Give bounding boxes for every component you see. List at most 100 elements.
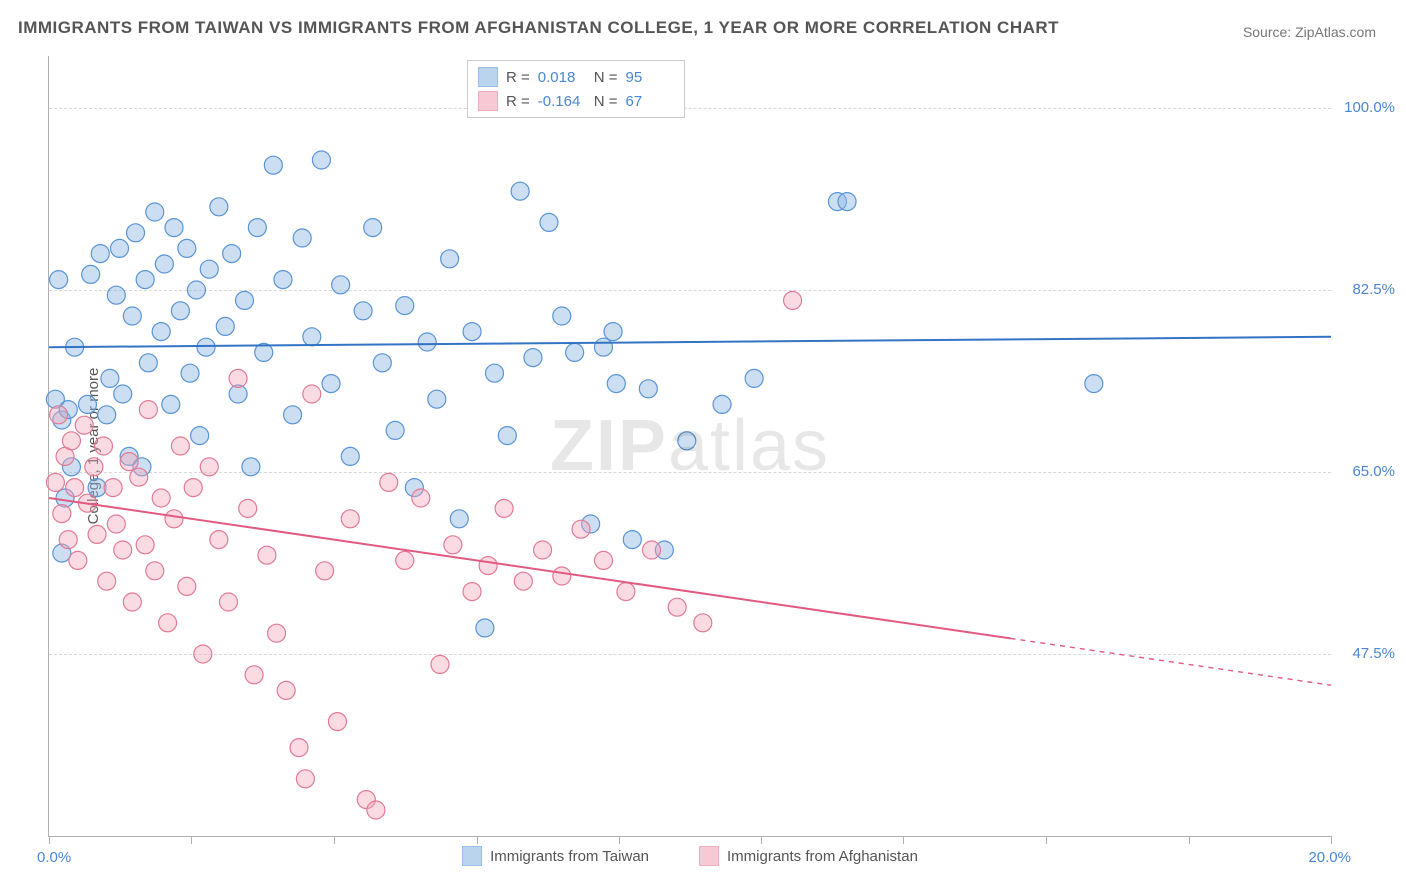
point-taiwan <box>485 364 503 382</box>
scatter-svg <box>49 56 1331 836</box>
point-afghanistan <box>245 666 263 684</box>
legend-taiwan: Immigrants from Taiwan <box>462 846 649 866</box>
point-afghanistan <box>53 505 71 523</box>
point-afghanistan <box>184 479 202 497</box>
point-taiwan <box>127 224 145 242</box>
point-afghanistan <box>229 369 247 387</box>
point-afghanistan <box>431 655 449 673</box>
point-taiwan <box>88 479 106 497</box>
point-taiwan <box>341 447 359 465</box>
y-tick-label: 65.0% <box>1339 463 1395 480</box>
point-afghanistan <box>268 624 286 642</box>
x-tick <box>477 836 478 844</box>
point-afghanistan <box>303 385 321 403</box>
x-tick <box>903 836 904 844</box>
point-afghanistan <box>210 531 228 549</box>
point-taiwan <box>107 286 125 304</box>
point-taiwan <box>248 219 266 237</box>
point-afghanistan <box>123 593 141 611</box>
legend-label-taiwan: Immigrants from Taiwan <box>490 848 649 865</box>
point-taiwan <box>264 156 282 174</box>
legend-swatch-afghanistan <box>699 846 719 866</box>
point-afghanistan <box>553 567 571 585</box>
point-taiwan <box>713 395 731 413</box>
chart-title: IMMIGRANTS FROM TAIWAN VS IMMIGRANTS FRO… <box>18 18 1059 38</box>
point-taiwan <box>678 432 696 450</box>
point-afghanistan <box>239 499 257 517</box>
point-afghanistan <box>194 645 212 663</box>
point-taiwan <box>524 349 542 367</box>
stats-box: R = 0.018 N = 95 R = -0.164 N = 67 <box>467 60 685 118</box>
point-taiwan <box>396 297 414 315</box>
point-taiwan <box>498 427 516 445</box>
point-afghanistan <box>62 432 80 450</box>
y-tick-label: 82.5% <box>1339 281 1395 298</box>
x-tick <box>761 836 762 844</box>
point-taiwan <box>111 239 129 257</box>
point-taiwan <box>450 510 468 528</box>
point-taiwan <box>171 302 189 320</box>
point-afghanistan <box>130 468 148 486</box>
point-afghanistan <box>534 541 552 559</box>
point-taiwan <box>181 364 199 382</box>
point-afghanistan <box>159 614 177 632</box>
point-taiwan <box>200 260 218 278</box>
point-afghanistan <box>120 453 138 471</box>
point-afghanistan <box>396 551 414 569</box>
x-tick <box>1189 836 1190 844</box>
x-tick <box>191 836 192 844</box>
point-afghanistan <box>463 583 481 601</box>
point-taiwan <box>165 219 183 237</box>
point-afghanistan <box>316 562 334 580</box>
point-afghanistan <box>290 739 308 757</box>
point-taiwan <box>293 229 311 247</box>
point-taiwan <box>639 380 657 398</box>
point-taiwan <box>607 375 625 393</box>
point-taiwan <box>50 271 68 289</box>
point-taiwan <box>98 406 116 424</box>
point-afghanistan <box>380 473 398 491</box>
point-taiwan <box>364 219 382 237</box>
point-taiwan <box>197 338 215 356</box>
point-afghanistan <box>277 681 295 699</box>
point-afghanistan <box>668 598 686 616</box>
point-taiwan <box>463 323 481 341</box>
point-taiwan <box>82 265 100 283</box>
point-taiwan <box>223 245 241 263</box>
point-taiwan <box>354 302 372 320</box>
point-taiwan <box>418 333 436 351</box>
x-tick <box>334 836 335 844</box>
point-afghanistan <box>514 572 532 590</box>
point-afghanistan <box>50 406 68 424</box>
point-taiwan <box>146 203 164 221</box>
point-afghanistan <box>444 536 462 554</box>
point-afghanistan <box>69 551 87 569</box>
point-taiwan <box>428 390 446 408</box>
point-afghanistan <box>495 499 513 517</box>
point-taiwan <box>441 250 459 268</box>
point-afghanistan <box>165 510 183 528</box>
point-afghanistan <box>107 515 125 533</box>
x-tick <box>619 836 620 844</box>
point-taiwan <box>594 338 612 356</box>
regression-line <box>49 498 1011 638</box>
point-afghanistan <box>98 572 116 590</box>
point-afghanistan <box>139 401 157 419</box>
point-afghanistan <box>594 551 612 569</box>
legend-swatch-taiwan <box>462 846 482 866</box>
point-taiwan <box>745 369 763 387</box>
point-taiwan <box>114 385 132 403</box>
point-taiwan <box>373 354 391 372</box>
chart-plot-area: College, 1 year or more 47.5%65.0%82.5%1… <box>48 56 1331 837</box>
chart-source: Source: ZipAtlas.com <box>1243 24 1376 40</box>
point-afghanistan <box>367 801 385 819</box>
point-afghanistan <box>296 770 314 788</box>
point-taiwan <box>332 276 350 294</box>
point-taiwan <box>216 317 234 335</box>
point-afghanistan <box>75 416 93 434</box>
point-afghanistan <box>219 593 237 611</box>
point-taiwan <box>152 323 170 341</box>
point-taiwan <box>623 531 641 549</box>
point-afghanistan <box>341 510 359 528</box>
stats-row-afghanistan: R = -0.164 N = 67 <box>478 89 674 113</box>
